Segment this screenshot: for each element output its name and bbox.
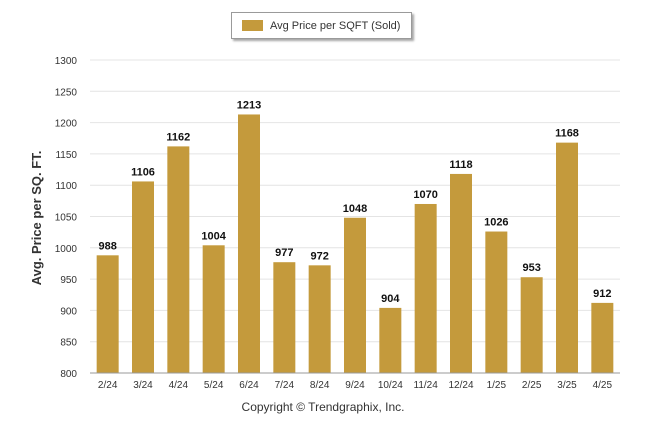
x-tick-label: 2/25 <box>522 380 542 391</box>
data-label: 1004 <box>201 230 226 242</box>
x-tick-label: 10/24 <box>378 380 403 391</box>
y-tick-label: 1150 <box>55 150 77 161</box>
legend-swatch <box>242 20 263 31</box>
bar <box>238 114 260 373</box>
y-axis-title: Avg. Price per SQ. FT. <box>29 151 44 286</box>
data-label: 1026 <box>484 217 508 229</box>
y-tick-label: 1000 <box>55 244 78 255</box>
bar <box>344 217 366 373</box>
bar <box>167 146 190 373</box>
y-tick-label: 1200 <box>55 119 78 130</box>
y-tick-label: 1100 <box>55 181 77 192</box>
bar <box>414 203 437 373</box>
bar <box>450 173 472 373</box>
y-tick-label: 900 <box>60 306 77 317</box>
data-label: 912 <box>593 288 611 300</box>
x-tick-label: 4/24 <box>169 380 189 391</box>
bar <box>485 231 508 373</box>
x-tick-label: 5/24 <box>204 380 224 391</box>
x-tick-label: 8/24 <box>310 380 330 391</box>
y-tick-label: 1250 <box>55 87 78 98</box>
x-tick-label: 11/24 <box>414 380 439 391</box>
data-label: 1168 <box>555 128 579 140</box>
bar <box>591 302 614 373</box>
y-tick-label: 1050 <box>55 213 78 224</box>
data-label: 1213 <box>237 99 261 111</box>
x-tick-label: 7/24 <box>275 380 295 391</box>
y-tick-label: 950 <box>60 275 77 286</box>
y-tick-label: 850 <box>60 338 77 349</box>
y-tick-label: 800 <box>60 369 77 380</box>
data-labels: 988 1106 1162 1004 1213 977 972 1048 904 1070 1118… <box>98 99 611 304</box>
data-label: 977 <box>275 247 293 259</box>
bar <box>308 265 331 373</box>
data-label: 1048 <box>343 203 367 215</box>
data-label: 904 <box>381 293 400 305</box>
copyright-footer: Copyright © Trendgraphix, Inc. <box>241 400 405 414</box>
x-tick-label: 1/25 <box>487 380 507 391</box>
data-label: 953 <box>522 262 540 274</box>
x-tick-label: 6/24 <box>239 380 259 391</box>
x-tick-label: 9/24 <box>345 380 365 391</box>
y-axis-ticks: 800 850 900 950 1000 1050 1100 1150 1200 1250 1300 <box>55 56 78 380</box>
legend: Avg Price per SQFT (Sold) <box>231 12 412 39</box>
x-tick-label: 12/24 <box>448 380 473 391</box>
data-label: 1070 <box>413 189 437 201</box>
y-tick-label: 1300 <box>55 56 78 67</box>
bar <box>202 245 225 373</box>
data-label: 988 <box>98 240 116 252</box>
x-tick-label: 4/25 <box>593 380 613 391</box>
data-label: 1118 <box>449 159 472 171</box>
bar <box>96 255 119 373</box>
x-axis-ticks: 2/24 3/24 4/24 5/24 6/24 7/24 8/24 9/24 10/24 11/… <box>98 380 613 391</box>
bar <box>132 181 154 373</box>
legend-label: Avg Price per SQFT (Sold) <box>270 19 401 32</box>
bar <box>273 262 296 373</box>
bar <box>520 277 543 373</box>
bar <box>556 142 578 373</box>
x-tick-label: 3/25 <box>557 380 577 391</box>
data-label: 1162 <box>166 131 190 143</box>
data-label: 1106 <box>131 166 155 178</box>
x-tick-label: 3/24 <box>133 380 153 391</box>
bar <box>379 307 402 373</box>
x-tick-label: 2/24 <box>98 380 118 391</box>
data-label: 972 <box>310 250 328 262</box>
bars <box>96 114 614 373</box>
